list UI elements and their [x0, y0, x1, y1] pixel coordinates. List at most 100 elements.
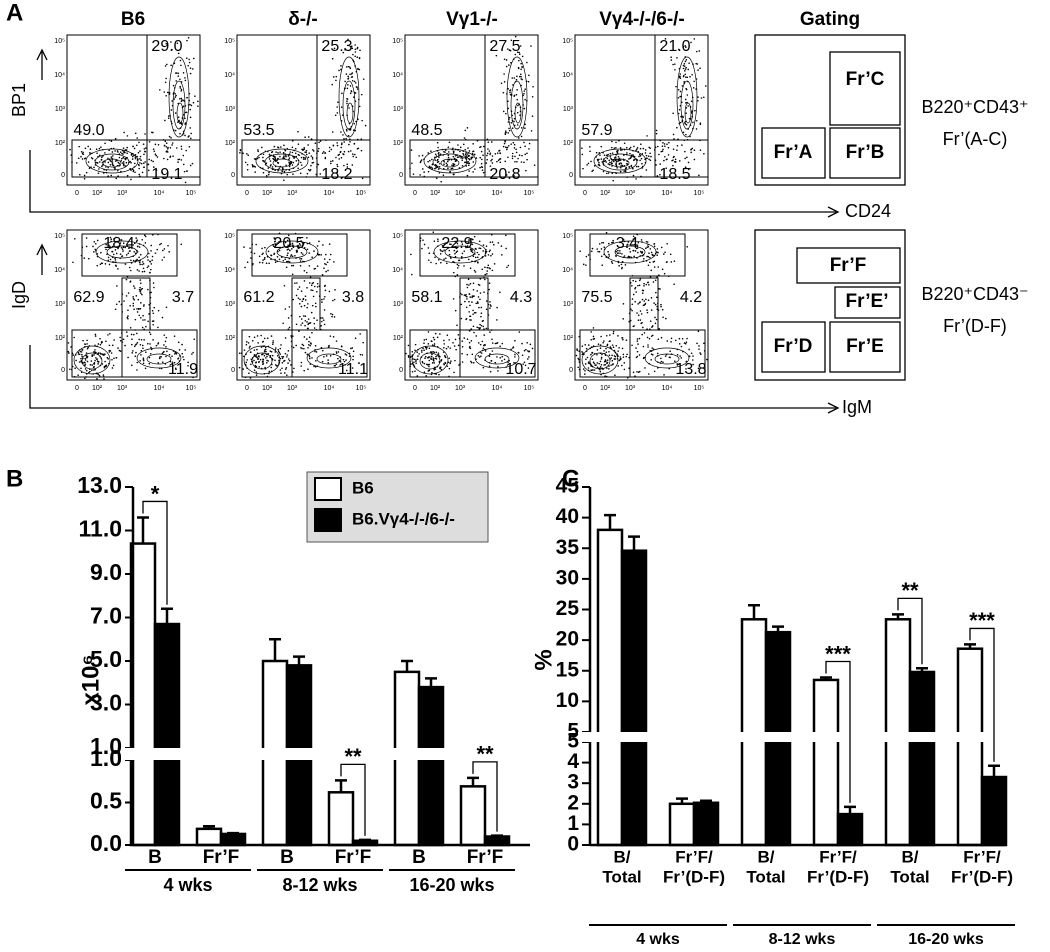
event-dot: [283, 372, 286, 374]
event-dot: [513, 174, 515, 177]
event-dot: [685, 112, 687, 114]
event-dot: [526, 158, 528, 161]
event-dot: [439, 366, 442, 369]
event-dot: [112, 253, 115, 256]
event-dot: [125, 149, 128, 151]
event-dot: [118, 156, 121, 159]
event-dot: [599, 366, 602, 368]
event-dot: [130, 333, 133, 336]
y-tick-label: 0: [231, 367, 235, 374]
event-dot: [678, 337, 681, 340]
event-dot: [474, 256, 477, 259]
event-dot: [173, 361, 176, 364]
event-dot: [531, 95, 534, 98]
event-dot: [467, 161, 469, 163]
event-dot: [111, 367, 114, 369]
event-dot: [340, 156, 343, 159]
event-dot: [683, 342, 686, 344]
event-dot: [430, 261, 432, 264]
event-dot: [256, 157, 259, 160]
event-dot: [437, 258, 440, 261]
event-dot: [479, 323, 481, 326]
event-dot: [246, 261, 249, 264]
contour: [419, 352, 441, 370]
event-dot: [517, 66, 520, 69]
event-dot: [490, 159, 492, 162]
contour: [176, 102, 184, 124]
event-dot: [587, 254, 590, 256]
event-dot: [505, 247, 507, 250]
event-dot: [650, 353, 653, 355]
event-dot: [502, 145, 505, 148]
event-dot: [345, 66, 348, 68]
event-dot: [177, 75, 180, 77]
event-dot: [679, 355, 681, 357]
event-dot: [129, 269, 132, 272]
event-dot: [141, 261, 144, 263]
event-dot: [505, 234, 507, 237]
event-dot: [466, 298, 468, 300]
event-dot: [427, 343, 430, 345]
event-dot: [510, 143, 512, 145]
event-dot: [636, 245, 639, 247]
event-dot: [665, 167, 667, 170]
error-bar: [203, 825, 215, 829]
event-dot: [182, 163, 185, 166]
event-dot: [485, 245, 488, 247]
event-dot: [171, 144, 173, 146]
event-dot: [109, 350, 112, 352]
event-dot: [625, 166, 628, 169]
error-bar: [137, 516, 149, 544]
x-tick-label: 10³: [117, 385, 128, 392]
gate-name: Fr’E: [846, 336, 884, 357]
event-dot: [639, 250, 642, 253]
event-dot: [324, 156, 327, 159]
event-dot: [427, 170, 430, 173]
event-dot: [151, 309, 154, 312]
event-dot: [79, 350, 82, 353]
event-dot: [156, 248, 159, 251]
event-dot: [114, 160, 117, 162]
event-dot: [672, 112, 674, 115]
event-dot: [126, 146, 128, 149]
event-dot: [453, 345, 456, 347]
event-dot: [185, 111, 188, 114]
event-dot: [101, 165, 103, 168]
event-dot: [139, 289, 142, 292]
event-dot: [261, 253, 263, 256]
event-dot: [114, 249, 117, 251]
event-dot: [643, 356, 645, 359]
event-dot: [132, 333, 135, 336]
x-tick-label: 10³: [455, 190, 466, 197]
event-dot: [628, 255, 631, 258]
event-dot: [245, 343, 248, 346]
event-dot: [585, 358, 587, 361]
event-dot: [184, 123, 186, 125]
event-dot: [103, 378, 105, 380]
event-dot: [432, 231, 435, 234]
event-dot: [645, 283, 648, 286]
event-dot: [437, 168, 440, 170]
event-dot: [255, 371, 258, 373]
event-dot: [87, 346, 89, 349]
event-dot: [598, 250, 601, 253]
event-dot: [620, 149, 622, 151]
event-dot: [465, 152, 467, 154]
event-dot: [665, 317, 667, 320]
event-dot: [634, 375, 636, 377]
event-dot: [413, 361, 415, 364]
event-dot: [83, 361, 85, 364]
event-dot: [106, 356, 109, 359]
event-dot: [307, 368, 309, 371]
event-dot: [269, 350, 272, 352]
event-dot: [494, 153, 497, 155]
event-dot: [157, 362, 160, 364]
event-dot: [575, 354, 578, 357]
event-dot: [417, 355, 419, 357]
event-dot: [308, 242, 311, 244]
event-dot: [607, 153, 609, 156]
event-dot: [111, 344, 114, 347]
event-dot: [274, 258, 276, 261]
event-dot: [685, 46, 687, 49]
event-dot: [350, 45, 353, 48]
